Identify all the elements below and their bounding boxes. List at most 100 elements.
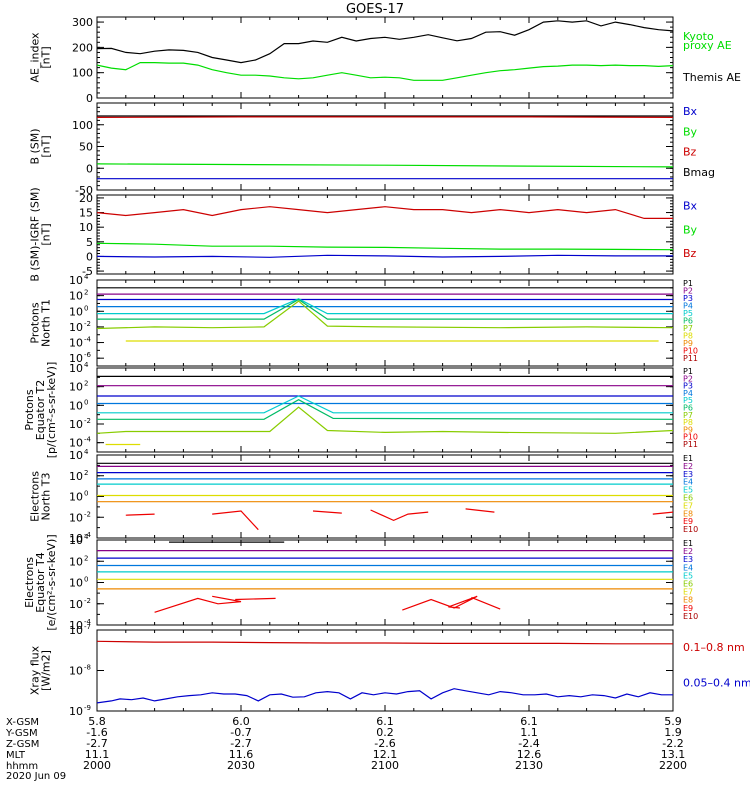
x-tick-value: 2000: [83, 759, 111, 772]
legend-item: P10: [683, 346, 698, 355]
legend-item: P5: [683, 396, 693, 405]
y-tick-label: 100: [72, 67, 93, 80]
series-e8f: [652, 511, 673, 515]
panel-2: -50 0 50 100 B (SM)[nT] Bx By Bz Bmag: [29, 102, 715, 197]
y-axis-label-line: Electrons: [23, 557, 36, 608]
y-tick-label: 0: [86, 92, 93, 105]
series-p6: [97, 298, 673, 320]
legend-item: E10: [683, 525, 698, 534]
series-bx: [97, 254, 673, 258]
legend-item: E3: [683, 470, 693, 479]
legend-item: E10: [683, 612, 698, 621]
y-axis-label: ProtonsNorth T1: [29, 299, 53, 347]
y-axis-label: AE_index[nT]: [29, 32, 53, 83]
series-bz: [97, 206, 673, 219]
y-axis-label-line: Protons: [29, 302, 42, 343]
x-tick-value: 0.2: [376, 726, 394, 739]
y-tick-exponent: -2: [84, 597, 91, 605]
legend-item: E7: [683, 501, 693, 510]
series-e8c: [312, 510, 342, 514]
y-tick-label: 300: [72, 16, 93, 29]
y-tick-exponent: -2: [84, 417, 91, 425]
y-tick-exponent: -4: [84, 618, 92, 626]
x-tick-value: 1.9: [664, 726, 682, 739]
x-tick-value: -2.7: [230, 737, 251, 750]
y-axis-label-line: [nT]: [40, 135, 53, 157]
y-axis-label: ElectronsEquator T4[e/(cm²-s-sr-keV)]: [23, 534, 58, 630]
y-tick-exponent: -8: [84, 664, 91, 672]
x-row-label: X-GSM: [6, 717, 39, 728]
y-axis-label-line: [e/(cm²-s-sr-keV)]: [45, 534, 58, 630]
y-tick-exponent: 2: [84, 469, 88, 477]
x-tick-value: 11.6: [229, 748, 254, 761]
panel-frame: [96, 367, 674, 453]
x-row-label: 2020 Jun 09: [6, 771, 66, 782]
y-axis-label-line: North T1: [40, 299, 53, 347]
y-tick-label: 10: [69, 352, 83, 365]
legend-item: 0.05–0.4 nm: [683, 676, 750, 689]
legend-item: Themis AE: [682, 71, 741, 84]
legend-item: E3: [683, 555, 693, 564]
y-tick-label: 10: [69, 418, 83, 431]
series-bz: [97, 116, 673, 118]
legend-item: P8: [683, 418, 693, 427]
legend-item: Bz: [683, 247, 697, 260]
legend-item: E2: [683, 462, 693, 471]
y-axis-label-line: B (SM): [29, 128, 42, 164]
y-tick-label: 10: [69, 534, 83, 547]
y-tick-exponent: 4: [84, 273, 89, 281]
legend-item: E1: [683, 454, 693, 463]
y-axis-label-line: [nT]: [40, 223, 53, 245]
legend-item: E6: [683, 579, 693, 588]
x-tick-value: 2100: [371, 759, 399, 772]
legend-item: By: [683, 223, 698, 236]
x-tick-value: 6.1: [376, 715, 394, 728]
y-tick-exponent: -2: [84, 320, 91, 328]
y-axis-label: ElectronsNorth T3: [29, 471, 53, 522]
y-tick-exponent: 0: [84, 490, 88, 498]
series-0-1-0-8-nm: [97, 640, 673, 645]
legend-item: P9: [683, 425, 693, 434]
y-tick-exponent: 2: [84, 289, 88, 297]
y-tick-label: 20: [79, 192, 93, 205]
y-axis-label-line: Equator T2: [34, 380, 47, 440]
y-tick-label: 10: [69, 665, 83, 678]
legend-item: P10: [683, 433, 698, 442]
series-p5: [97, 298, 673, 315]
y-tick-exponent: -4: [84, 336, 92, 344]
x-tick-value: -2.4: [518, 737, 539, 750]
y-axis-label-line: AE_index: [29, 32, 42, 83]
y-axis-label-line: Electrons: [29, 471, 42, 522]
legend-item: Bx: [683, 105, 698, 118]
legend-item: P11: [683, 440, 698, 449]
y-tick-label: 10: [69, 321, 83, 334]
legend-item: P9: [683, 339, 693, 348]
y-tick-label: 10: [69, 619, 83, 632]
x-tick-value: 2200: [659, 759, 687, 772]
y-axis-label-line: [nT]: [40, 46, 53, 68]
y-tick-exponent: 2: [84, 554, 88, 562]
legend-item: E8: [683, 509, 693, 518]
legend-item: P4: [683, 389, 693, 398]
y-tick-label: 10: [79, 221, 93, 234]
y-tick-label: 10: [69, 532, 83, 545]
x-tick-value: 1.1: [520, 726, 538, 739]
y-tick-label: 10: [69, 274, 83, 287]
y-tick-label: 10: [69, 399, 83, 412]
series-themis-ae: [97, 20, 673, 64]
series-0-05-0-4-nm: [97, 688, 673, 704]
series-kyoto-proxy-ae: [97, 61, 673, 81]
y-tick-label: 10: [69, 449, 83, 462]
x-tick-value: 5.9: [664, 715, 682, 728]
legend-item: E9: [683, 517, 693, 526]
y-tick-exponent: -4: [84, 436, 92, 444]
y-tick-label: 10: [69, 511, 83, 524]
y-tick-label: 50: [79, 141, 93, 154]
y-tick-label: 0: [86, 250, 93, 263]
series-e8c: [402, 595, 478, 611]
